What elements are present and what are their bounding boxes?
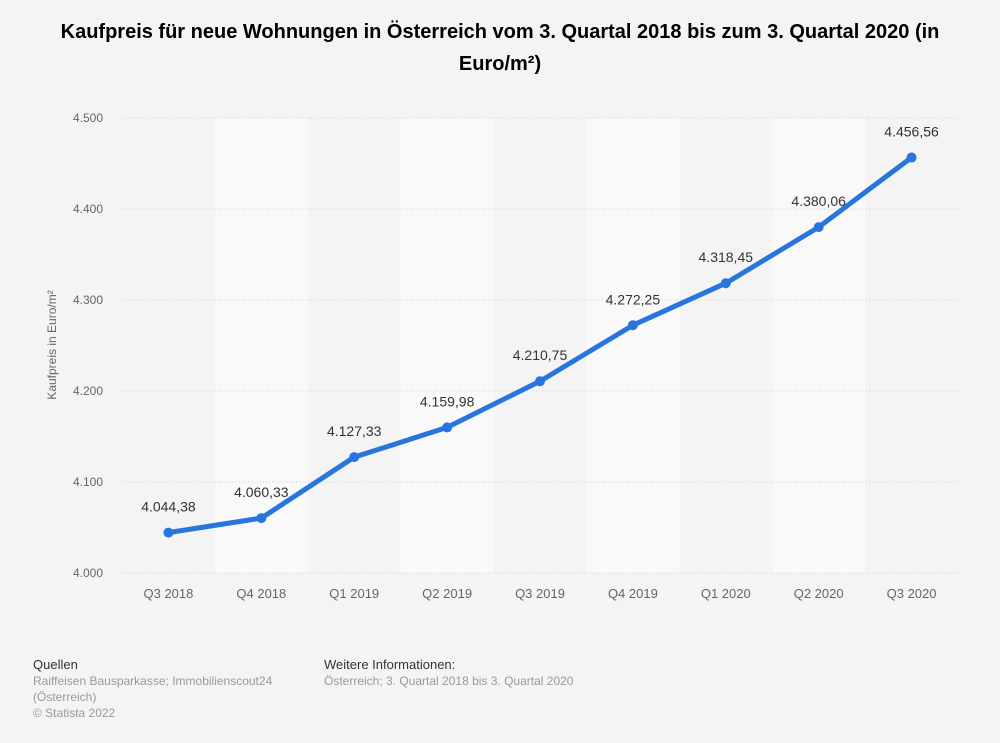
data-point	[813, 222, 824, 233]
column-band	[400, 118, 494, 573]
data-label: 4.044,38	[141, 499, 196, 515]
data-point	[535, 376, 545, 387]
line-chart: 4.000 4.100 4.200 4.300 4.400 4.500 Kaufpreis …	[45, 111, 958, 601]
info-block: Weitere Informationen: Österreich; 3. Qu…	[324, 657, 573, 689]
data-point	[627, 320, 638, 331]
x-tick-label: Q4 2018	[236, 586, 286, 601]
data-label: 4.210,75	[513, 347, 568, 363]
y-tick-label: 4.300	[73, 293, 103, 307]
y-tick-label: 4.400	[73, 202, 103, 216]
chart-title: Kaufpreis für neue Wohnungen in Österrei…	[60, 21, 940, 75]
data-label: 4.456,56	[884, 124, 939, 140]
x-tick-label: Q1 2019	[329, 586, 379, 601]
sources-text-2: (Österreich)	[33, 690, 97, 704]
y-tick-label: 4.100	[73, 475, 103, 489]
x-tick-label: Q3 2020	[887, 586, 937, 601]
sources-block: Quellen Raiffeisen Bausparkasse; Immobil…	[33, 657, 272, 721]
data-point	[906, 152, 917, 163]
data-label: 4.159,98	[420, 393, 475, 409]
y-axis-label: Kaufpreis in Euro/m²	[45, 290, 59, 399]
data-point	[256, 513, 267, 524]
copyright: © Statista 2022	[33, 706, 116, 720]
data-label: 4.060,33	[234, 484, 289, 500]
sources-heading: Quellen	[33, 657, 78, 672]
data-point	[163, 527, 174, 538]
y-tick-label: 4.200	[73, 384, 103, 398]
data-label: 4.272,25	[606, 291, 661, 307]
x-tick-label: Q4 2019	[608, 586, 658, 601]
info-text: Österreich; 3. Quartal 2018 bis 3. Quart…	[324, 674, 574, 688]
info-heading: Weitere Informationen:	[324, 657, 456, 672]
x-tick-label: Q2 2020	[794, 586, 844, 601]
y-tick-label: 4.500	[73, 111, 103, 125]
data-point	[720, 278, 731, 289]
x-tick-label: Q3 2018	[144, 586, 194, 601]
data-label: 4.127,33	[327, 423, 382, 439]
sources-text-1: Raiffeisen Bausparkasse; Immobilienscout…	[33, 674, 273, 688]
x-tick-label: Q3 2019	[515, 586, 565, 601]
data-label: 4.380,06	[791, 193, 846, 209]
data-point	[349, 452, 360, 463]
column-band	[214, 118, 308, 573]
data-point	[442, 422, 453, 433]
column-band	[772, 118, 866, 573]
x-tick-label: Q1 2020	[701, 586, 751, 601]
data-label: 4.318,45	[699, 249, 754, 265]
y-tick-label: 4.000	[73, 566, 103, 580]
x-tick-label: Q2 2019	[422, 586, 472, 601]
